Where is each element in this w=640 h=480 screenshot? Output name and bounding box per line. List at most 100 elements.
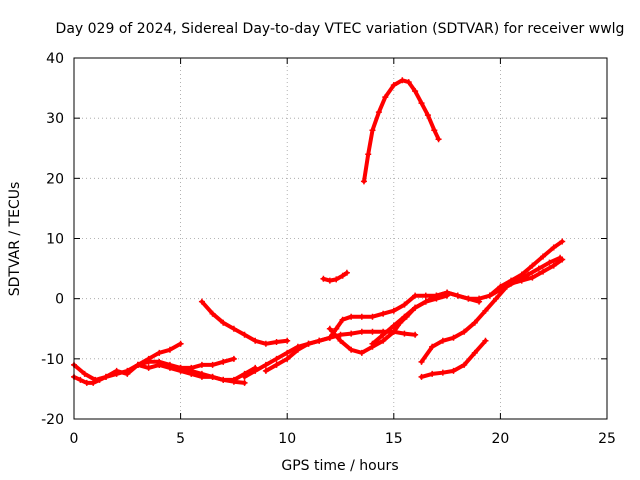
data-point-marker — [369, 127, 376, 134]
data-point-marker — [339, 316, 346, 323]
data-point-marker — [405, 79, 412, 86]
data-point-marker — [358, 328, 365, 335]
data-point-marker — [486, 292, 493, 299]
data-point-marker — [220, 358, 227, 365]
data-point-marker — [529, 274, 536, 281]
y-tick-label: -20 — [41, 412, 64, 428]
data-point-marker — [177, 364, 184, 371]
data-point-marker — [102, 373, 109, 380]
data-point-marker — [559, 256, 566, 263]
data-point-marker — [241, 373, 248, 380]
data-point-marker — [198, 361, 205, 368]
data-point-marker — [348, 313, 355, 320]
data-point-marker — [284, 355, 291, 362]
data-point-marker — [358, 313, 365, 320]
data-point-marker — [326, 277, 333, 284]
data-point-marker — [326, 334, 333, 341]
data-point-marker — [81, 370, 88, 377]
data-point-marker — [348, 330, 355, 337]
data-point-marker — [412, 88, 419, 95]
data-point-marker — [360, 178, 367, 185]
data-point-marker — [550, 244, 557, 251]
data-point-marker — [433, 292, 440, 299]
data-point-marker — [230, 355, 237, 362]
data-point-marker — [431, 127, 438, 134]
data-point-marker — [220, 319, 227, 326]
data-point-marker — [348, 346, 355, 353]
data-point-marker — [358, 349, 365, 356]
data-point-marker — [390, 322, 397, 329]
data-point-marker — [424, 112, 431, 119]
ticks: 0 5 10 15 20 25 -20 -10 0 10 20 30 40 — [41, 51, 616, 447]
x-axis-label: GPS time / hours — [281, 458, 398, 474]
x-tick-label: 20 — [491, 431, 509, 447]
y-tick-label: -10 — [41, 352, 64, 368]
data-point-marker — [429, 343, 436, 350]
data-point-marker — [333, 325, 340, 332]
data-point-marker — [337, 331, 344, 338]
data-point-marker — [418, 358, 425, 365]
data-point-marker — [198, 298, 205, 305]
data-point-marker — [262, 367, 269, 374]
y-tick-label: 10 — [46, 232, 64, 248]
data-point-marker — [529, 262, 536, 269]
data-point-marker — [412, 292, 419, 299]
data-point-marker — [252, 367, 259, 374]
data-point-marker — [439, 337, 446, 344]
data-point-marker — [444, 289, 451, 296]
data-point-marker — [412, 331, 419, 338]
y-tick-label: 40 — [46, 51, 64, 67]
data-point-marker — [497, 286, 504, 293]
data-point-marker — [241, 331, 248, 338]
data-point-marker — [145, 358, 152, 365]
chart-title: Day 029 of 2024, Sidereal Day-to-day VTE… — [56, 21, 625, 37]
data-point-marker — [83, 379, 90, 386]
data-point-marker — [220, 376, 227, 383]
data-point-marker — [369, 313, 376, 320]
data-point-marker — [390, 82, 397, 89]
data-point-marker — [145, 364, 152, 371]
data-point-marker — [343, 269, 350, 276]
data-point-marker — [262, 361, 269, 368]
series-layer — [71, 77, 566, 386]
data-point-marker — [399, 77, 406, 84]
data-point-marker — [422, 292, 429, 299]
data-point-marker — [337, 337, 344, 344]
data-point-marker — [518, 277, 525, 284]
data-point-marker — [96, 376, 103, 383]
data-point-marker — [230, 325, 237, 332]
data-point-marker — [339, 272, 346, 279]
data-point-marker — [90, 379, 97, 386]
series-arc-14 — [487, 257, 565, 298]
data-point-marker — [535, 265, 542, 272]
data-point-marker — [401, 313, 408, 320]
data-point-marker — [209, 361, 216, 368]
data-point-marker — [305, 340, 312, 347]
data-point-marker — [450, 367, 457, 374]
y-tick-label: 20 — [46, 171, 64, 187]
data-point-marker — [284, 337, 291, 344]
data-point-marker — [508, 280, 515, 287]
data-point-marker — [482, 337, 489, 344]
data-point-marker — [113, 370, 120, 377]
data-point-marker — [273, 355, 280, 362]
data-point-marker — [546, 259, 553, 266]
x-tick-label: 5 — [176, 431, 185, 447]
data-point-marker — [156, 361, 163, 368]
data-point-marker — [369, 340, 376, 347]
data-point-marker — [230, 378, 237, 385]
data-point-marker — [550, 262, 557, 269]
data-point-marker — [390, 307, 397, 314]
data-point-marker — [482, 307, 489, 314]
x-tick-label: 0 — [70, 431, 79, 447]
data-point-marker — [273, 361, 280, 368]
data-point-marker — [77, 376, 84, 383]
data-point-marker — [124, 367, 131, 374]
data-point-marker — [365, 151, 372, 158]
data-point-marker — [435, 136, 442, 143]
data-point-marker — [525, 271, 532, 278]
data-point-marker — [476, 295, 483, 302]
x-tick-label: 10 — [278, 431, 296, 447]
data-point-marker — [418, 100, 425, 107]
